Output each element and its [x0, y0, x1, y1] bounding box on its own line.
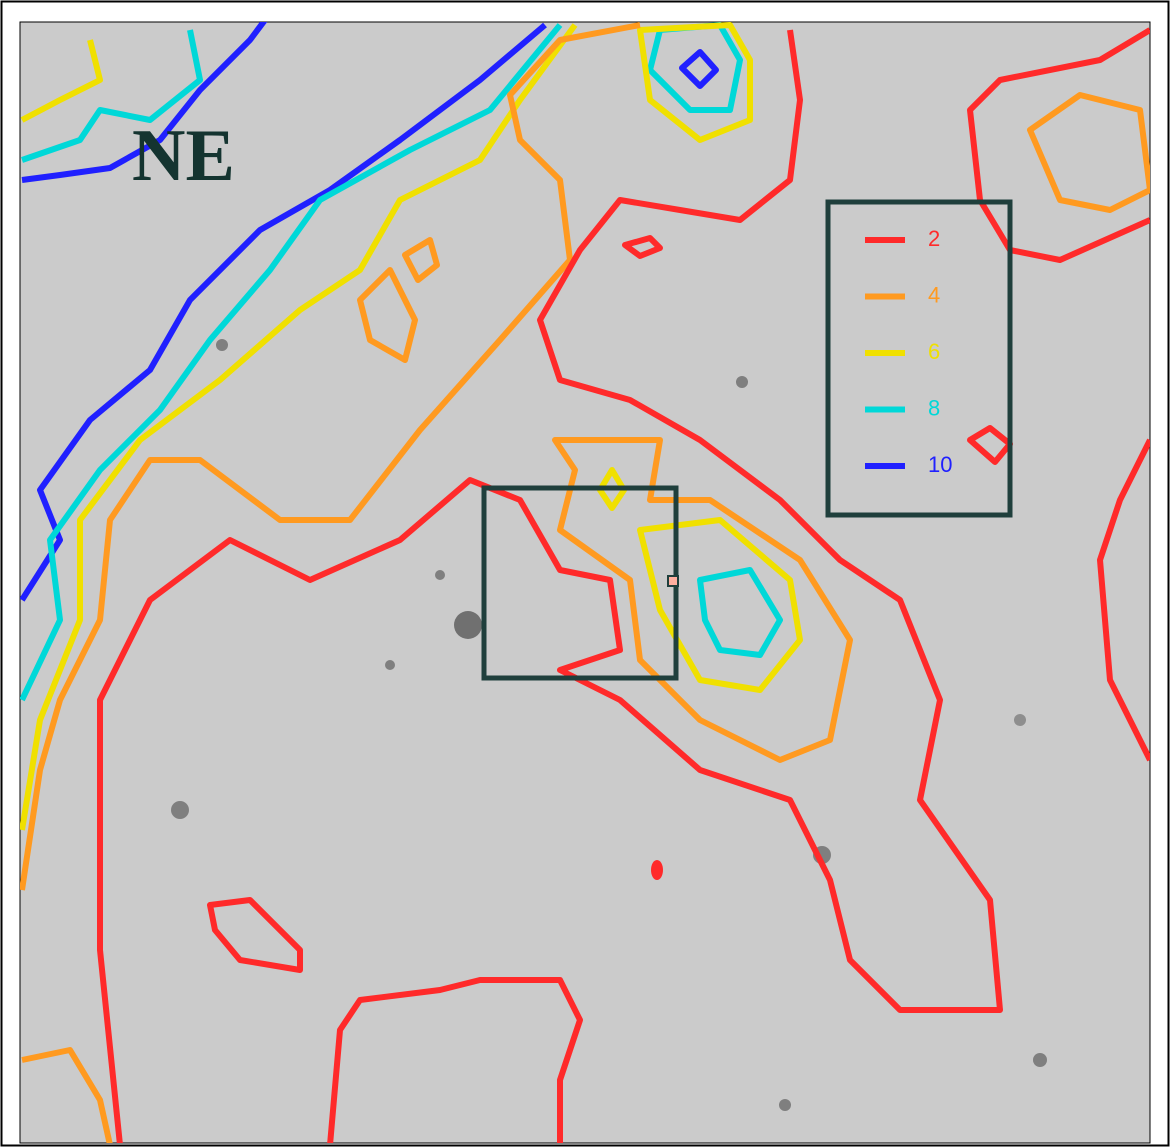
legend-label: 10 [928, 452, 952, 477]
legend-label: 2 [928, 226, 940, 251]
legend: 2 4 6 8 10 [865, 226, 952, 477]
legend-label: 8 [928, 395, 940, 420]
legend-label: 4 [928, 282, 940, 307]
legend-label: 6 [928, 339, 940, 364]
box-handle [667, 575, 679, 587]
contours [20, 22, 1150, 1143]
orientation-label: NE [132, 115, 235, 197]
sky-image [19, 21, 1151, 1144]
legend-box [825, 199, 1013, 518]
